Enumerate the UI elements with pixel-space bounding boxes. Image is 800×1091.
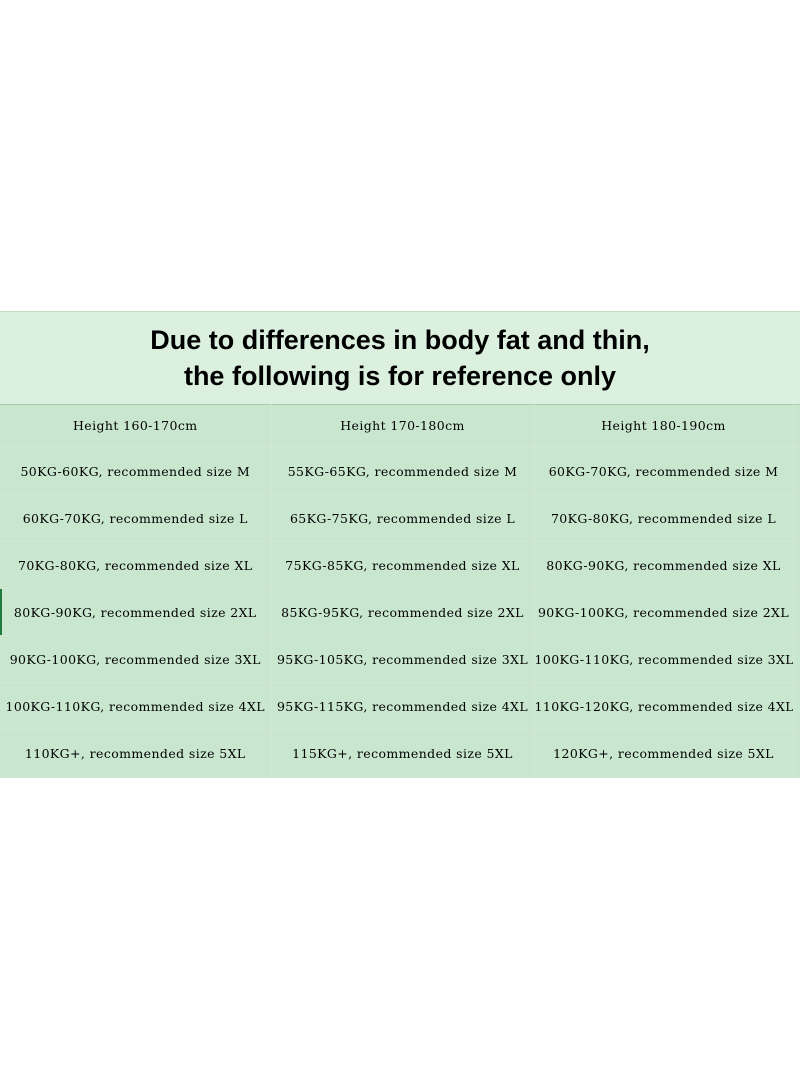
empty-cell xyxy=(793,682,800,730)
table-cell: 65KG-75KG, recommended size L xyxy=(271,494,535,542)
table-cell: 70KG-80KG, recommended size L xyxy=(534,494,794,542)
table-cell: 110KG-120KG, recommended size 4XL xyxy=(534,682,794,730)
empty-cell xyxy=(793,494,800,542)
table-cell: 100KG-110KG, recommended size 4XL xyxy=(0,682,272,730)
table-row: 80KG-90KG, recommended size 2XL 85KG-95K… xyxy=(0,588,800,636)
table-row: 110KG+, recommended size 5XL 115KG+, rec… xyxy=(0,729,800,777)
table-row: 70KG-80KG, recommended size XL 75KG-85KG… xyxy=(0,541,800,589)
table-cell: 120KG+, recommended size 5XL xyxy=(534,729,794,777)
table-row: 100KG-110KG, recommended size 4XL 95KG-1… xyxy=(0,682,800,730)
table-cell: 100KG-110KG, recommended size 3XL xyxy=(534,635,794,683)
size-chart: Due to differences in body fat and thin,… xyxy=(0,311,800,778)
table-cell-selected[interactable]: 80KG-90KG, recommended size 2XL xyxy=(0,588,272,636)
table-cell: 60KG-70KG, recommended size L xyxy=(0,494,272,542)
table-cell: 80KG-90KG, recommended size XL xyxy=(534,541,794,589)
table-cell: 50KG-60KG, recommended size M xyxy=(0,447,272,495)
table-cell: 90KG-100KG, recommended size 3XL xyxy=(0,635,272,683)
table-row: 50KG-60KG, recommended size M 55KG-65KG,… xyxy=(0,447,800,495)
table-cell: 115KG+, recommended size 5XL xyxy=(271,729,535,777)
chart-title-line-1: Due to differences in body fat and thin, xyxy=(150,325,650,355)
table-row: 90KG-100KG, recommended size 3XL 95KG-10… xyxy=(0,635,800,683)
empty-cell xyxy=(793,403,800,448)
table-cell: 110KG+, recommended size 5XL xyxy=(0,729,272,777)
table-cell: 85KG-95KG, recommended size 2XL xyxy=(271,588,535,636)
title-band: Due to differences in body fat and thin,… xyxy=(0,311,800,405)
chart-title-line-2: the following is for reference only xyxy=(183,361,617,391)
empty-cell xyxy=(793,541,800,589)
table-header-row: Height 160-170cm Height 170-180cm Height… xyxy=(0,403,800,448)
table-cell: 55KG-65KG, recommended size M xyxy=(271,447,535,495)
table-cell: 70KG-80KG, recommended size XL xyxy=(0,541,272,589)
empty-cell xyxy=(793,447,800,495)
table-cell: 90KG-100KG, recommended size 2XL xyxy=(534,588,794,636)
header-cell-height-180-190: Height 180-190cm xyxy=(534,403,794,448)
empty-cell xyxy=(793,635,800,683)
header-cell-height-170-180: Height 170-180cm xyxy=(271,403,535,448)
table-cell: 95KG-115KG, recommended size 4XL xyxy=(271,682,535,730)
empty-cell xyxy=(793,588,800,636)
table-cell: 60KG-70KG, recommended size M xyxy=(534,447,794,495)
size-table: Height 160-170cm Height 170-180cm Height… xyxy=(0,403,800,777)
table-cell: 75KG-85KG, recommended size XL xyxy=(271,541,535,589)
table-row: 60KG-70KG, recommended size L 65KG-75KG,… xyxy=(0,494,800,542)
table-cell: 95KG-105KG, recommended size 3XL xyxy=(271,635,535,683)
header-cell-height-160-170: Height 160-170cm xyxy=(0,403,272,448)
empty-cell xyxy=(793,729,800,777)
